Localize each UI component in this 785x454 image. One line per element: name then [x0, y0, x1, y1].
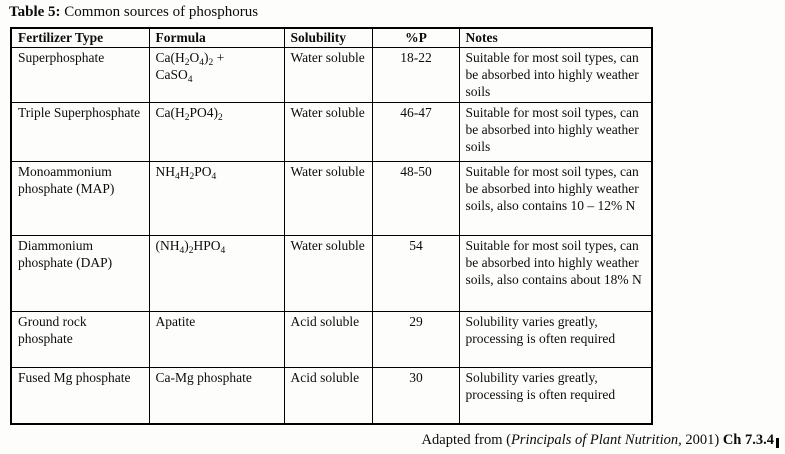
cell-notes: Suitable for most soil types, can be abs…: [458, 161, 653, 236]
footer-attribution: Adapted from (Principals of Plant Nutrit…: [422, 431, 779, 449]
cell-formula: Ca(H2PO4)2: [148, 102, 285, 162]
subscript-digit: 2: [188, 246, 194, 256]
cell-p-percent: 54: [371, 235, 460, 312]
footer-attribution-text: Adapted from (Principals of Plant Nutrit…: [422, 432, 774, 448]
cell-p-percent: 46-47: [371, 102, 460, 162]
footer-segment: 2001): [681, 432, 723, 448]
cell-solubility: Acid soluble: [283, 311, 373, 368]
cell-formula: (NH4)2HPO4: [148, 235, 285, 312]
table-row: Diammonium phosphate (DAP) (NH4)2HPO4 Wate…: [10, 235, 653, 312]
subscript-digit: 2: [184, 113, 190, 123]
cell-p-percent: 30: [371, 367, 460, 424]
cell-solubility: Water soluble: [283, 235, 373, 312]
table-body: Superphosphate Ca(H2O4)2 + CaSO4 Water solu…: [10, 47, 653, 424]
cell-notes: Suitable for most soil types, can be abs…: [458, 235, 653, 312]
footer-segment: Adapted from (: [421, 432, 511, 448]
cell-fertilizer-type: Fused Mg phosphate: [10, 367, 150, 424]
phosphorus-sources-table: Fertilizer Type Formula Solubility %P Notes …: [10, 27, 653, 425]
cell-formula: Ca-Mg phosphate: [148, 367, 285, 424]
subscript-digit: 2: [189, 172, 195, 182]
subscript-digit: 4: [175, 172, 180, 182]
subscript-digit: 4: [179, 246, 185, 256]
table-row: Monoammonium phosphate (MAP) NH4H2PO4 Wate…: [10, 161, 653, 236]
text-cursor-mark: [776, 438, 779, 448]
table-row: Superphosphate Ca(H2O4)2 + CaSO4 Water solu…: [10, 47, 653, 103]
subscript-digit: 4: [220, 246, 226, 256]
footer-segment: Ch 7.3.4: [722, 432, 774, 448]
subscript-digit: 4: [211, 172, 217, 182]
table-caption: Table 5: Common sources of phosphorus: [9, 3, 258, 22]
column-header-solubility: Solubility: [283, 27, 373, 48]
cell-notes: Suitable for most soil types, can be abs…: [458, 102, 653, 162]
subscript-digit: 4: [187, 75, 193, 85]
subscript-digit: 4: [199, 58, 204, 68]
table-caption-label: Table 5:: [9, 4, 61, 20]
column-header-formula: Formula: [148, 27, 285, 48]
cell-fertilizer-type: Monoammonium phosphate (MAP): [10, 161, 150, 236]
cell-notes: Suitable for most soil types, can be abs…: [458, 47, 653, 103]
subscript-digit: 2: [184, 58, 190, 68]
footer-segment: Principals of Plant Nutrition,: [510, 432, 682, 448]
cell-p-percent: 18-22: [371, 47, 460, 103]
cell-formula: Apatite: [148, 311, 285, 368]
cell-notes: Solubility varies greatly, processing is…: [458, 367, 653, 424]
subscript-digit: 2: [218, 113, 223, 123]
column-header-notes: Notes: [458, 27, 653, 48]
cell-fertilizer-type: Diammonium phosphate (DAP): [10, 235, 150, 312]
table-row: Ground rock phosphate Apatite Acid soluble…: [10, 311, 653, 368]
subscript-digit: 2: [208, 58, 214, 68]
cell-formula: Ca(H2O4)2 + CaSO4: [148, 47, 285, 103]
cell-notes: Solubility varies greatly, processing is…: [458, 311, 653, 368]
cell-fertilizer-type: Ground rock phosphate: [10, 311, 150, 368]
cell-formula: NH4H2PO4: [148, 161, 285, 236]
column-header-p-percent: %P: [371, 27, 460, 48]
header-row: Fertilizer Type Formula Solubility %P Notes: [10, 27, 653, 48]
cell-solubility: Water soluble: [283, 47, 373, 103]
cell-fertilizer-type: Triple Superphosphate: [10, 102, 150, 162]
table-row: Fused Mg phosphate Ca-Mg phosphate Acid so…: [10, 367, 653, 424]
cell-solubility: Water soluble: [283, 102, 373, 162]
cell-p-percent: 29: [371, 311, 460, 368]
cell-p-percent: 48-50: [371, 161, 460, 236]
cell-solubility: Water soluble: [283, 161, 373, 236]
cell-fertilizer-type: Superphosphate: [10, 47, 150, 103]
column-header-fertilizer-type: Fertilizer Type: [10, 27, 150, 48]
cell-solubility: Acid soluble: [283, 367, 373, 424]
table-caption-text: Common sources of phosphorus: [60, 4, 259, 20]
table-row: Triple Superphosphate Ca(H2PO4)2 Water sol…: [10, 102, 653, 162]
